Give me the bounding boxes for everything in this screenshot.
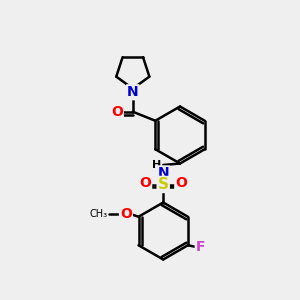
Text: O: O: [175, 176, 187, 190]
Text: S: S: [158, 177, 169, 192]
Text: N: N: [158, 167, 169, 180]
Text: O: O: [139, 176, 151, 190]
Text: F: F: [196, 240, 205, 254]
Text: CH₃: CH₃: [90, 209, 108, 219]
Text: O: O: [111, 105, 123, 119]
Text: N: N: [127, 85, 139, 99]
Text: O: O: [120, 207, 132, 221]
Text: H: H: [152, 160, 161, 170]
